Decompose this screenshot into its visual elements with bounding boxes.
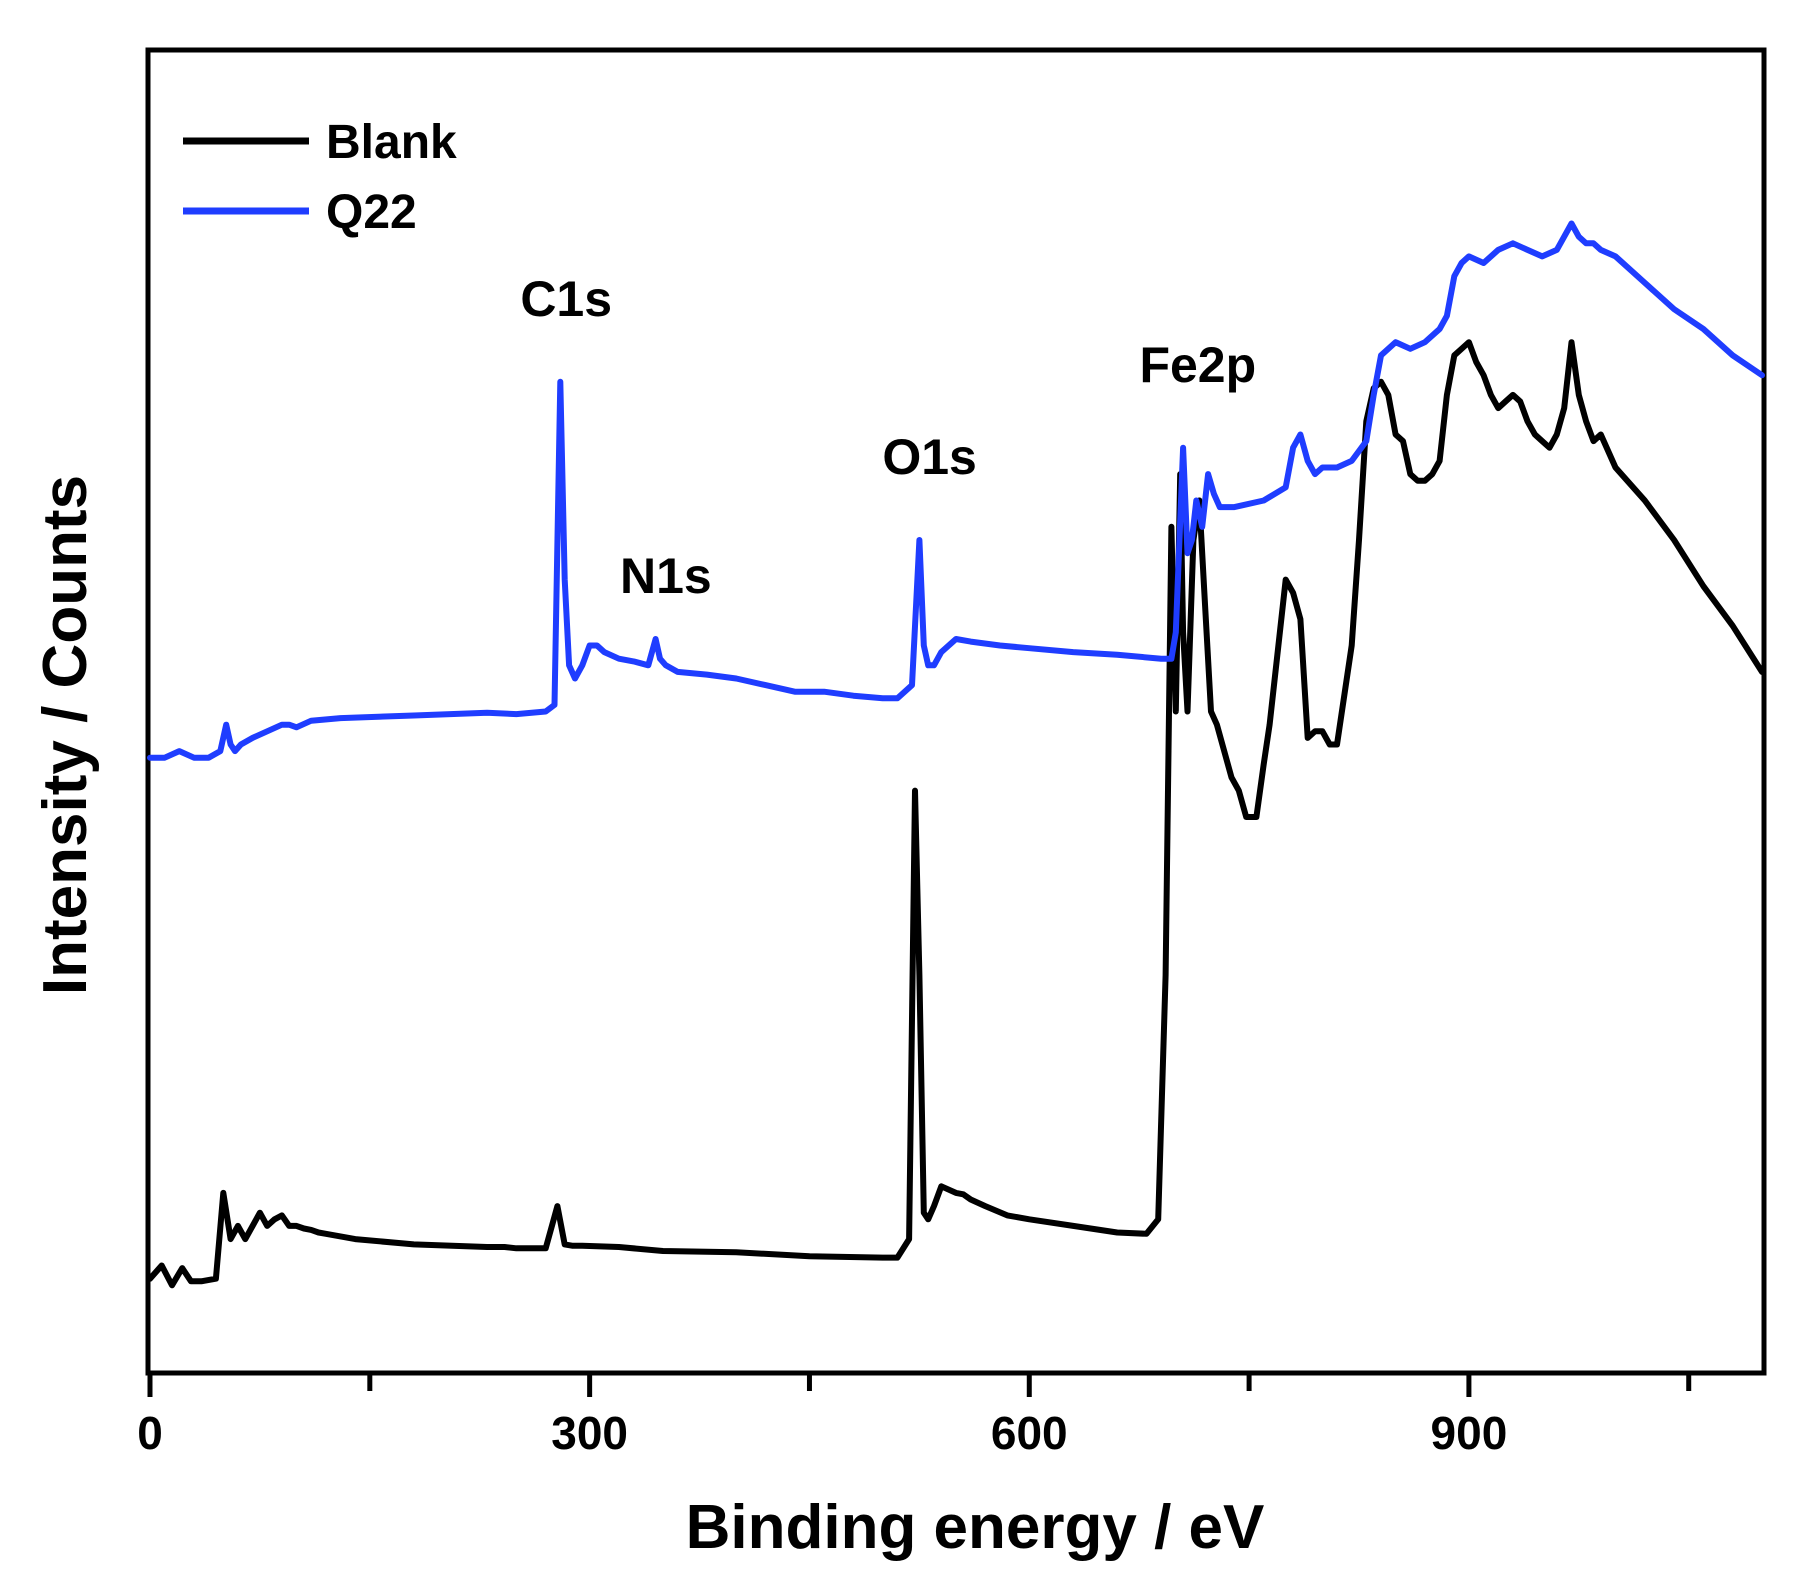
x-tick-label: 0 (137, 1407, 163, 1459)
legend-label-q22: Q22 (326, 186, 417, 239)
x-tick-label: 300 (551, 1407, 628, 1459)
peak-annotations: C1s N1s O1s Fe2p (520, 271, 1256, 604)
y-axis-title: Intensity / Counts (31, 475, 100, 995)
x-tick-labels: 0 300 600 900 (137, 1407, 1507, 1459)
series-line-q22 (147, 220, 1765, 761)
annotation-n1s: N1s (620, 548, 712, 604)
annotation-fe2p: Fe2p (1139, 337, 1256, 393)
plot-frame (145, 47, 1767, 1376)
series-lines (147, 220, 1765, 1289)
legend-label-blank: Blank (326, 116, 457, 169)
x-minor-ticks (367, 1371, 1692, 1391)
annotation-o1s: O1s (882, 429, 977, 485)
annotation-c1s: C1s (520, 271, 612, 327)
legend: Blank Q22 (183, 116, 457, 239)
x-tick-label: 900 (1431, 1407, 1508, 1459)
x-tick-label: 600 (991, 1407, 1068, 1459)
x-axis-title: Binding energy / eV (686, 1493, 1265, 1562)
x-major-ticks (147, 1371, 1472, 1397)
